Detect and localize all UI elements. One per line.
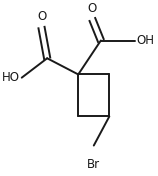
Text: O: O xyxy=(37,10,46,23)
Text: O: O xyxy=(88,2,97,15)
Text: OH: OH xyxy=(136,34,154,47)
Text: Br: Br xyxy=(87,158,100,171)
Text: HO: HO xyxy=(2,71,20,84)
